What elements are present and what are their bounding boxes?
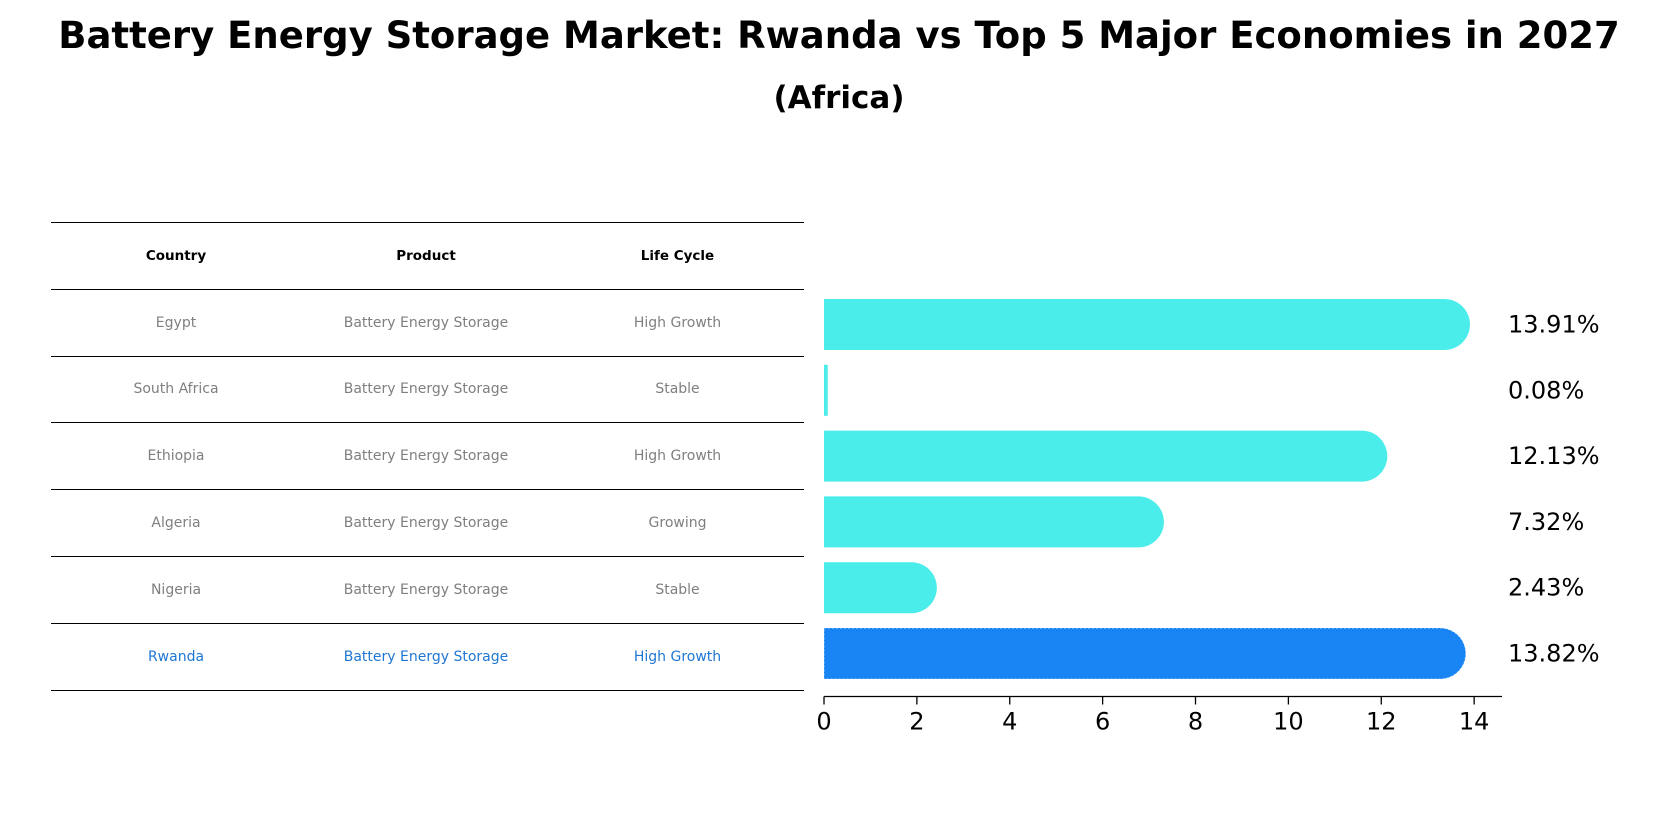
cell-life-cycle: Stable (551, 356, 804, 424)
x-tick-label: 10 (1273, 708, 1304, 736)
x-tick-label: 8 (1188, 708, 1203, 736)
chart-title: Battery Energy Storage Market: Rwanda vs… (58, 14, 1620, 57)
cell-product: Battery Energy Storage (301, 489, 551, 557)
header-product: Product (301, 222, 551, 290)
cell-product: Battery Energy Storage (301, 422, 551, 491)
data-label: 2.43% (1508, 574, 1584, 602)
data-label: 13.91% (1508, 311, 1600, 339)
bar-nigeria (824, 562, 937, 614)
table-row: Ethiopia Battery Energy Storage High Gro… (51, 422, 804, 491)
cell-country: Ethiopia (51, 422, 301, 491)
cell-product: Battery Energy Storage (301, 356, 551, 424)
header-life-cycle: Life Cycle (551, 222, 804, 290)
cell-country: South Africa (51, 356, 301, 424)
bar-rwanda (824, 628, 1466, 679)
x-tick-label: 0 (816, 708, 831, 736)
market-table: Country Product Life Cycle Egypt Battery… (51, 222, 804, 691)
x-tick-label: 4 (1002, 708, 1017, 736)
table-row-highlight: Rwanda Battery Energy Storage High Growt… (51, 623, 804, 691)
bar-ethiopia (824, 430, 1388, 482)
x-tick-label: 12 (1366, 708, 1397, 736)
cell-country: Egypt (51, 289, 301, 357)
cell-country: Nigeria (51, 556, 301, 624)
cell-life-cycle: High Growth (551, 289, 804, 357)
cell-life-cycle: Stable (551, 556, 804, 624)
cell-country: Algeria (51, 489, 301, 557)
cell-product: Battery Energy Storage (301, 289, 551, 357)
table-row: Algeria Battery Energy Storage Growing (51, 489, 804, 557)
table-row: Nigeria Battery Energy Storage Stable (51, 556, 804, 624)
cell-life-cycle: High Growth (551, 422, 804, 491)
bar-egypt (824, 299, 1470, 350)
table-header-row: Country Product Life Cycle (51, 222, 804, 290)
x-tick-label: 2 (909, 708, 924, 736)
chart-subtitle: (Africa) (773, 80, 905, 116)
header-country: Country (51, 222, 301, 290)
data-label: 0.08% (1508, 376, 1584, 404)
bar-highlight-outline (823, 627, 1467, 680)
data-label: 13.82% (1508, 640, 1600, 668)
x-tick-label: 14 (1459, 708, 1490, 736)
bar-south-africa (824, 364, 828, 416)
x-tick-label: 6 (1095, 708, 1110, 736)
bar-algeria (824, 496, 1164, 548)
bar-chart: 13.91% 0.08% 12.13% 7.32% 2.43% 13.82% 0 2 4 6 8 10… (816, 299, 1600, 736)
table-row: South Africa Battery Energy Storage Stab… (51, 356, 804, 424)
cell-product: Battery Energy Storage (301, 556, 551, 624)
cell-life-cycle: Growing (551, 489, 804, 557)
data-label: 12.13% (1508, 442, 1600, 470)
cell-country: Rwanda (51, 623, 301, 691)
table-row: Egypt Battery Energy Storage High Growth (51, 289, 804, 357)
cell-product: Battery Energy Storage (301, 623, 551, 691)
cell-life-cycle: High Growth (551, 623, 804, 691)
data-label: 7.32% (1508, 508, 1584, 536)
